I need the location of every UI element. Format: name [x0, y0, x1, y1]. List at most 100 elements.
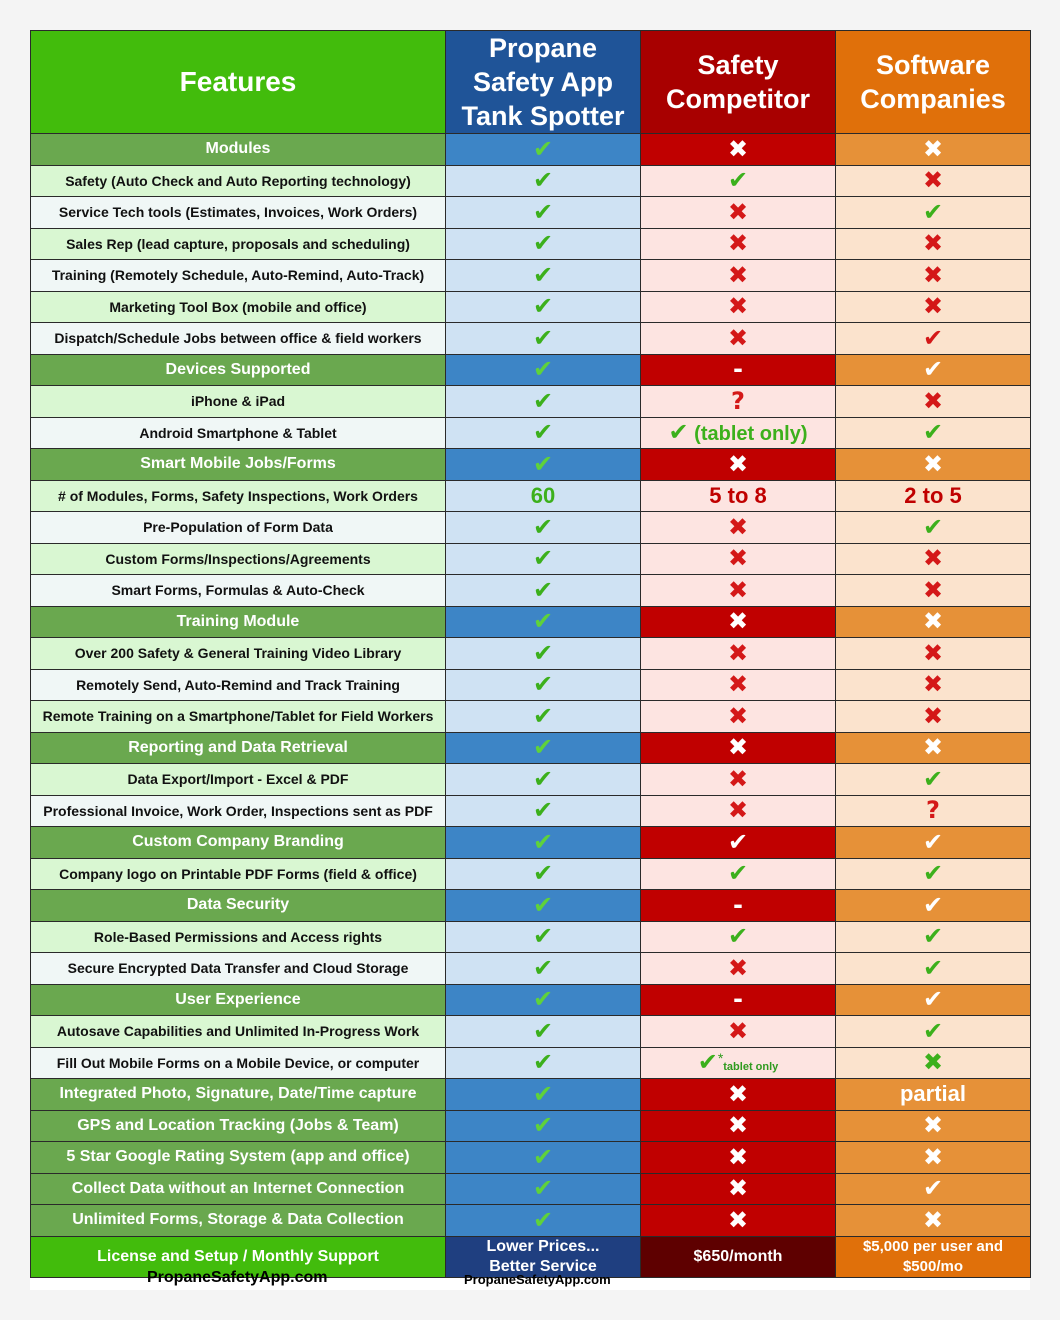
check-icon: ✔ — [922, 922, 944, 951]
safety-competitor-cell: ✔ — [640, 857, 836, 890]
propane-app-cell: 60 — [445, 479, 641, 512]
check-icon: ✔ — [922, 1174, 944, 1203]
cross-icon: ✖ — [727, 449, 749, 478]
section-row: Data Security ✔ - ✔ — [30, 889, 1031, 922]
feature-label: Autosave Capabilities and Unlimited In-P… — [30, 1015, 446, 1048]
dash-icon: - — [733, 355, 743, 384]
software-companies-cell: ✖ — [835, 700, 1031, 733]
header-competitor-line1: Safety — [697, 50, 779, 80]
section-row: Reporting and Data Retrieval ✔ ✖ ✖ — [30, 731, 1031, 764]
header-features: Features — [30, 30, 446, 134]
check-icon: ✔ — [532, 701, 554, 730]
propane-app-cell: ✔ — [445, 731, 641, 764]
safety-competitor-cell: ✖ — [640, 731, 836, 764]
asterisk-icon: * — [717, 1050, 724, 1067]
feature-label: Training (Remotely Schedule, Auto-Remind… — [30, 259, 446, 292]
propane-app-cell: ✔ — [445, 1046, 641, 1079]
cross-icon: ✖ — [727, 134, 749, 163]
feature-label: Over 200 Safety & General Training Video… — [30, 637, 446, 670]
software-companies-cell: ✖ — [835, 1204, 1031, 1237]
propane-app-cell: ✔ — [445, 952, 641, 985]
propane-app-cell: ✔ — [445, 1015, 641, 1048]
section-row: Unlimited Forms, Storage & Data Collecti… — [30, 1204, 1031, 1237]
propane-app-cell: ✔ — [445, 322, 641, 355]
propane-app-cell: ✔ — [445, 353, 641, 386]
check-icon: ✔ — [532, 953, 554, 982]
check-icon: ✔ — [532, 134, 554, 163]
software-companies-cell: ✔ — [835, 511, 1031, 544]
software-companies-cell: partial — [835, 1078, 1031, 1111]
cross-icon: ✖ — [922, 701, 944, 730]
tablet-only-note: (tablet only) — [688, 422, 808, 445]
cross-icon: ✖ — [922, 292, 944, 321]
cross-icon: ✖ — [727, 197, 749, 226]
feature-label: Collect Data without an Internet Connect… — [30, 1172, 446, 1205]
check-icon: ✔ — [532, 575, 554, 604]
safety-competitor-cell: ✖ — [640, 763, 836, 796]
feature-row: Secure Encrypted Data Transfer and Cloud… — [30, 952, 1031, 985]
propane-app-cell: ✔ — [445, 668, 641, 701]
feature-label: Data Security — [30, 889, 446, 922]
software-companies-cell: ✔ — [835, 983, 1031, 1016]
safety-competitor-cell: ✖ — [640, 290, 836, 323]
cross-icon: ✖ — [727, 1111, 749, 1140]
header-software-line2: Companies — [860, 84, 1006, 114]
feature-label: Unlimited Forms, Storage & Data Collecti… — [30, 1204, 446, 1237]
check-icon: ✔ — [532, 638, 554, 667]
cross-icon: ✖ — [727, 953, 749, 982]
feature-label: Sales Rep (lead capture, proposals and s… — [30, 227, 446, 260]
license-software-companies-line2: $500/mo — [902, 1257, 964, 1275]
feature-label: Remotely Send, Auto-Remind and Track Tra… — [30, 668, 446, 701]
feature-row: Remotely Send, Auto-Remind and Track Tra… — [30, 668, 1031, 701]
cross-icon: ✖ — [727, 512, 749, 541]
cross-icon: ✖ — [727, 670, 749, 699]
safety-competitor-cell: ✔ — [640, 826, 836, 859]
feature-row: Dispatch/Schedule Jobs between office & … — [30, 322, 1031, 355]
software-companies-cell: ✔ — [835, 952, 1031, 985]
feature-label: Smart Mobile Jobs/Forms — [30, 448, 446, 481]
safety-competitor-cell: ✖ — [640, 542, 836, 575]
footer-website-center: PropaneSafetyApp.com — [464, 1272, 611, 1287]
feature-label: Safety (Auto Check and Auto Reporting te… — [30, 164, 446, 197]
cross-icon: ✖ — [727, 764, 749, 793]
software-companies-cell: ✖ — [835, 385, 1031, 418]
propane-app-cell: ✔ — [445, 1109, 641, 1142]
footer-website-left: PropaneSafetyApp.com — [147, 1269, 328, 1286]
feature-row: Role-Based Permissions and Access rights… — [30, 920, 1031, 953]
feature-row: Service Tech tools (Estimates, Invoices,… — [30, 196, 1031, 229]
cross-icon: ✖ — [727, 638, 749, 667]
feature-label: iPhone & iPad — [30, 385, 446, 418]
feature-label: Modules — [30, 133, 446, 166]
software-companies-cell: ✖ — [835, 227, 1031, 260]
tablet-only-note: tablet only — [723, 1061, 779, 1074]
software-companies-cell: ✖ — [835, 574, 1031, 607]
safety-competitor-cell: ✖ — [640, 1172, 836, 1205]
check-icon: ✔ — [727, 859, 749, 888]
software-companies-cell: ✖ — [835, 448, 1031, 481]
safety-competitor-cell: ✖ — [640, 1204, 836, 1237]
check-icon: ✔ — [922, 1016, 944, 1045]
safety-competitor-cell: ✔ (tablet only) — [640, 416, 836, 449]
cross-icon: ✖ — [922, 607, 944, 636]
check-icon: ✔ — [532, 229, 554, 258]
propane-app-cell: ✔ — [445, 700, 641, 733]
check-icon: ✔ — [532, 796, 554, 825]
check-icon: ✔ — [922, 827, 944, 856]
propane-app-cell: ✔ — [445, 1078, 641, 1111]
propane-app-cell: ✔ — [445, 511, 641, 544]
software-companies-cell: ✖ — [835, 290, 1031, 323]
feature-label: Role-Based Permissions and Access rights — [30, 920, 446, 953]
feature-label: User Experience — [30, 983, 446, 1016]
check-icon: ✔ — [922, 764, 944, 793]
check-icon: ✔ — [532, 544, 554, 573]
check-icon: ✔ — [922, 512, 944, 541]
propane-app-cell: ✔ — [445, 227, 641, 260]
license-row: License and Setup / Monthly Support Lower… — [30, 1235, 1031, 1278]
feature-label: # of Modules, Forms, Safety Inspections,… — [30, 479, 446, 512]
cross-icon: ✖ — [727, 544, 749, 573]
feature-label: Remote Training on a Smartphone/Tablet f… — [30, 700, 446, 733]
license-label: License and Setup / Monthly Support — [30, 1235, 446, 1278]
check-icon: ✔ — [727, 166, 749, 195]
check-icon: ✔ — [922, 890, 944, 919]
safety-competitor-cell: ✖ — [640, 668, 836, 701]
